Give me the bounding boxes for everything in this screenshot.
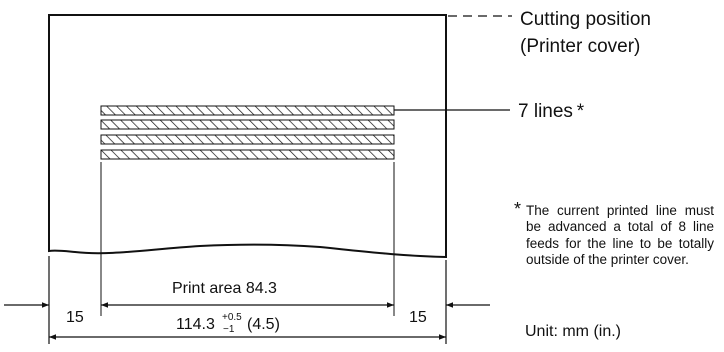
printed-line xyxy=(100,105,395,116)
left-margin-value: 15 xyxy=(66,309,84,326)
footnote-marker: * xyxy=(514,199,522,219)
cutting-position-label: Cutting position xyxy=(520,9,651,30)
total-width-inch: (4.5) xyxy=(247,316,280,333)
printed-line xyxy=(100,149,395,160)
footnote-text: The current printed line must be advance… xyxy=(526,203,714,267)
total-width-label: 114.3 +0.5 −1 (4.5) xyxy=(176,307,280,336)
print-area-label: Print area 84.3 xyxy=(172,280,277,297)
total-width-tol-minus: −1 xyxy=(223,324,235,335)
lines-label: 7 lines * xyxy=(518,101,585,122)
total-width-base: 114.3 xyxy=(176,316,215,333)
unit-label: Unit: mm (in.) xyxy=(525,323,621,340)
right-margin-value: 15 xyxy=(409,309,427,326)
printed-line xyxy=(100,119,395,130)
total-width-tol-plus: +0.5 xyxy=(222,312,242,323)
footnote: * The current printed line must be advan… xyxy=(514,199,714,268)
printed-line xyxy=(100,134,395,145)
printer-cover-label: (Printer cover) xyxy=(520,36,640,57)
